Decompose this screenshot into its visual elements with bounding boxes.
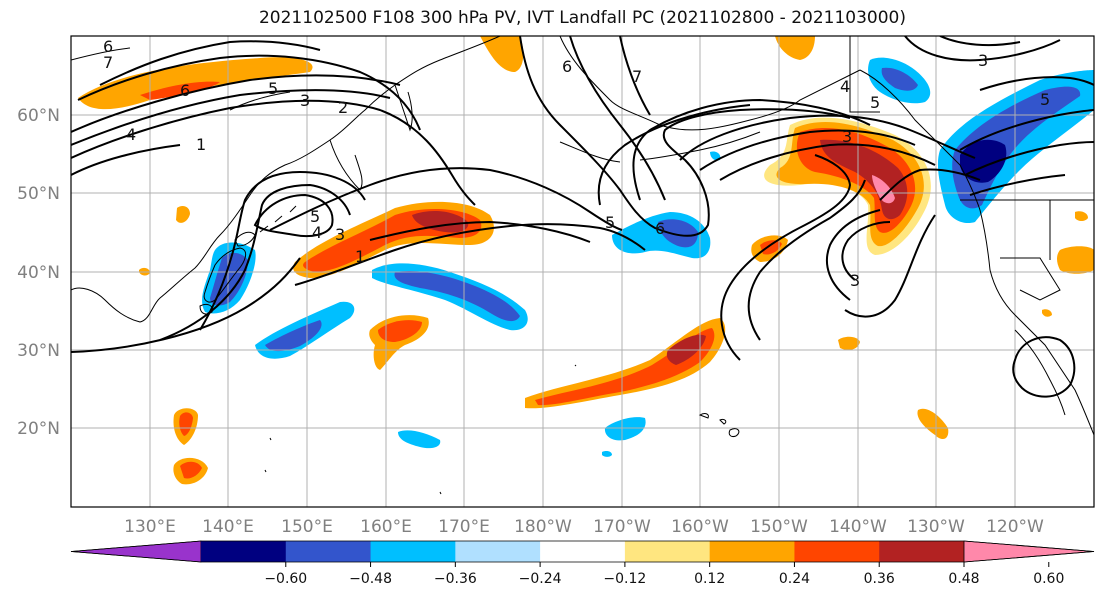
contour-labels: 6 7 5 3 2 1 4 6 5 3 4 1 3 5 6 6 7 5 4 5 … [103, 37, 1050, 290]
positive-anomaly [480, 36, 524, 72]
positive-anomaly [917, 408, 949, 440]
positive-anomaly [872, 175, 895, 204]
map-title: 2021102500 F108 300 hPa PV, IVT Landfall… [258, 8, 906, 28]
contour-label: 4 [312, 223, 322, 242]
colorbar-segment [201, 541, 287, 562]
coastlines [71, 36, 1094, 495]
positive-anomaly [176, 206, 190, 223]
lon-label: 160°W [671, 517, 729, 537]
contour-label: 6 [180, 81, 190, 100]
colorbar-extension-low [70, 540, 202, 563]
colorbar-outline [70, 540, 1095, 563]
contour-label: 7 [103, 53, 113, 72]
latitude-axis: 60°N 50°N 40°N 30°N 20°N [17, 106, 60, 439]
negative-anomaly [604, 417, 646, 441]
contour-label: 2 [338, 98, 348, 117]
lon-label: 170°W [593, 517, 651, 537]
negative-anomaly [602, 451, 612, 457]
contour-label: 6 [103, 37, 113, 56]
graticule [71, 36, 1094, 507]
positive-anomaly [1042, 309, 1052, 317]
colorbar-segment [879, 541, 965, 562]
negative-anomaly [658, 219, 698, 248]
negative-anomaly [398, 430, 441, 449]
colorbar-tick-label: −0.48 [349, 571, 392, 587]
positive-anomaly [775, 36, 815, 60]
lat-label: 50°N [17, 184, 60, 204]
positive-anomaly [1057, 246, 1094, 274]
contour-label: 3 [978, 51, 988, 70]
colorbar-tick-label: 0.24 [779, 571, 810, 587]
colorbar-tick-label: 0.48 [948, 571, 979, 587]
colorbar-tick-label: −0.12 [603, 571, 646, 587]
positive-anomaly [1075, 211, 1088, 221]
lon-label: 130°W [907, 517, 965, 537]
contour-label: 3 [300, 91, 310, 110]
positive-anomaly [140, 81, 220, 100]
contour-label: 5 [268, 79, 278, 98]
colorbar-segment [709, 541, 795, 562]
colorbar-tick-label: 0.60 [1033, 571, 1064, 587]
longitude-axis: 130°E 140°E 150°E 160°E 170°E 180°W 170°… [124, 517, 1044, 537]
colorbar-ticks: −0.60 −0.48 −0.36 −0.24 −0.12 0.12 0.24 0.36 0.4… [264, 562, 1064, 587]
lon-label: 150°W [750, 517, 808, 537]
contour-label: 5 [310, 207, 320, 226]
lon-label: 160°E [360, 517, 412, 537]
positive-anomaly [179, 412, 193, 436]
colorbar: −0.60 −0.48 −0.36 −0.24 −0.12 0.12 0.24 0.36 0.4… [70, 540, 1095, 587]
lat-label: 30°N [17, 341, 60, 361]
lon-label: 150°E [281, 517, 333, 537]
negative-anomaly [881, 67, 918, 91]
colorbar-segment [540, 541, 626, 562]
contour-label: 4 [840, 77, 850, 96]
positive-anomaly [838, 336, 860, 350]
contour-label: 7 [632, 67, 642, 86]
contour-label: 1 [355, 247, 365, 266]
colorbar-tick-label: −0.36 [434, 571, 477, 587]
contour-label: 3 [335, 225, 345, 244]
lon-label: 140°E [202, 517, 254, 537]
colorbar-tick-label: 0.36 [864, 571, 895, 587]
lon-label: 140°W [829, 517, 887, 537]
lat-label: 20°N [17, 419, 60, 439]
map-content: 6 7 5 3 2 1 4 6 5 3 4 1 3 5 6 6 7 5 4 5 … [71, 36, 1094, 507]
colorbar-segment [455, 541, 541, 562]
colorbar-tick-label: 0.12 [694, 571, 725, 587]
lon-label: 130°E [124, 517, 176, 537]
contour-label: 5 [870, 93, 880, 112]
colorbar-segments [70, 540, 1095, 563]
negative-anomaly [394, 270, 520, 322]
lon-label: 180°W [514, 517, 572, 537]
contour-label: 3 [842, 127, 852, 146]
pv-contours [71, 36, 1094, 398]
shaded-anomalies [78, 36, 1094, 485]
colorbar-tick-label: −0.24 [519, 571, 562, 587]
negative-anomaly [710, 151, 721, 161]
contour-label: 4 [126, 125, 136, 144]
colorbar-segment [624, 541, 711, 562]
contour-label: 1 [196, 135, 206, 154]
lat-label: 40°N [17, 263, 60, 283]
positive-anomaly [180, 461, 202, 479]
map-border [70, 35, 1095, 508]
colorbar-segment [285, 541, 372, 562]
colorbar-extension-high [963, 540, 1095, 563]
positive-anomaly [378, 320, 422, 342]
positive-anomaly [525, 318, 726, 409]
colorbar-segment [794, 541, 880, 562]
contour-label: 3 [850, 271, 860, 290]
contour-label: 6 [655, 219, 665, 238]
colorbar-tick-label: −0.60 [264, 571, 307, 587]
contour-label: 5 [1040, 90, 1050, 109]
positive-anomaly [760, 240, 782, 255]
contour-label: 5 [605, 213, 615, 232]
contour-label: 6 [562, 57, 572, 76]
lat-label: 60°N [17, 106, 60, 126]
colorbar-segment [370, 541, 456, 562]
lon-label: 170°E [438, 517, 490, 537]
lon-label: 120°W [986, 517, 1044, 537]
